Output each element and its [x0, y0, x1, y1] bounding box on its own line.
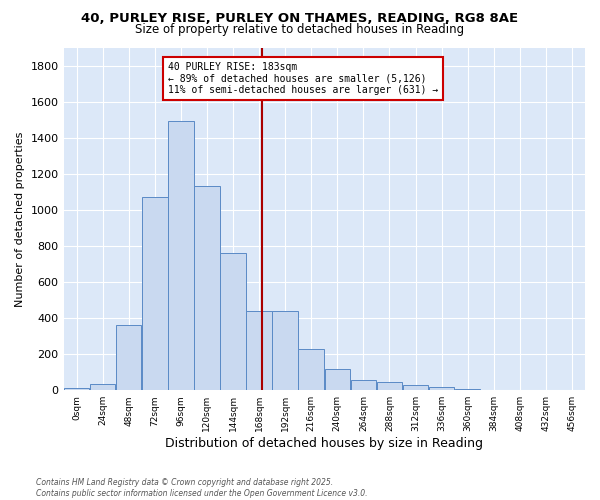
- Bar: [64, 388, 89, 390]
- Bar: [247, 311, 272, 390]
- Bar: [142, 197, 167, 390]
- Bar: [168, 122, 194, 390]
- Bar: [220, 253, 246, 390]
- Bar: [90, 384, 115, 390]
- Text: Size of property relative to detached houses in Reading: Size of property relative to detached ho…: [136, 22, 464, 36]
- X-axis label: Distribution of detached houses by size in Reading: Distribution of detached houses by size …: [165, 437, 483, 450]
- Bar: [403, 385, 428, 390]
- Bar: [325, 368, 350, 390]
- Y-axis label: Number of detached properties: Number of detached properties: [15, 131, 25, 306]
- Bar: [429, 386, 454, 390]
- Bar: [350, 380, 376, 390]
- Bar: [194, 186, 220, 390]
- Bar: [272, 311, 298, 390]
- Bar: [298, 348, 324, 390]
- Bar: [116, 326, 142, 390]
- Text: Contains HM Land Registry data © Crown copyright and database right 2025.
Contai: Contains HM Land Registry data © Crown c…: [36, 478, 367, 498]
- Text: 40 PURLEY RISE: 183sqm
← 89% of detached houses are smaller (5,126)
11% of semi-: 40 PURLEY RISE: 183sqm ← 89% of detached…: [168, 62, 438, 95]
- Bar: [377, 382, 402, 390]
- Text: 40, PURLEY RISE, PURLEY ON THAMES, READING, RG8 8AE: 40, PURLEY RISE, PURLEY ON THAMES, READI…: [82, 12, 518, 26]
